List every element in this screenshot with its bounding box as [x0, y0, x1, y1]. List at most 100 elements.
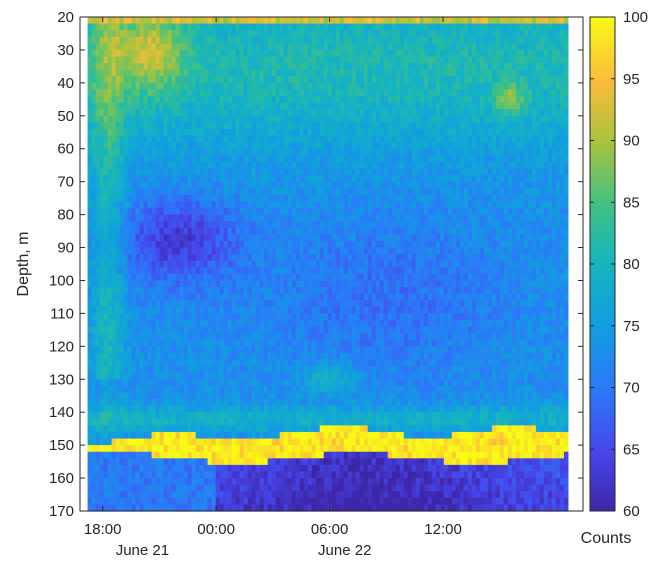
heatmap-cell [159, 89, 165, 97]
heatmap-cell [99, 451, 105, 459]
heatmap-cell [179, 445, 185, 453]
heatmap-cell [295, 346, 301, 354]
heatmap-cell [291, 36, 297, 44]
heatmap-cell [139, 102, 145, 110]
heatmap-cell [335, 23, 341, 31]
heatmap-cell [315, 412, 321, 420]
heatmap-cell [239, 76, 245, 84]
heatmap-cell [123, 287, 129, 295]
heatmap-cell [295, 17, 301, 25]
heatmap-cell [247, 491, 253, 499]
heatmap-cell [219, 346, 225, 354]
heatmap-cell [283, 326, 289, 334]
heatmap-cell [315, 63, 321, 71]
heatmap-cell [115, 392, 121, 400]
heatmap-cell [303, 392, 309, 400]
heatmap-cell [235, 49, 241, 58]
heatmap-cell [243, 76, 249, 84]
heatmap-cell [151, 379, 157, 387]
heatmap-cell [251, 89, 257, 97]
heatmap-cell [107, 306, 113, 314]
heatmap-cell [175, 76, 181, 84]
heatmap-cell [191, 260, 197, 268]
heatmap-cell [203, 504, 209, 512]
heatmap-cell [195, 431, 201, 440]
heatmap-cell [191, 418, 197, 426]
heatmap-cell [227, 445, 233, 453]
heatmap-cell [203, 69, 209, 77]
heatmap-cell [267, 352, 273, 361]
heatmap-cell [179, 188, 185, 196]
heatmap-cell [279, 109, 285, 117]
heatmap-cell [259, 306, 265, 314]
heatmap-cell [151, 30, 157, 38]
heatmap-cell [87, 339, 93, 347]
heatmap-cell [335, 43, 341, 51]
heatmap-cell [263, 208, 269, 216]
heatmap-cell [147, 208, 153, 216]
heatmap-cell [283, 188, 289, 196]
heatmap-cell [159, 273, 165, 282]
heatmap-cell [251, 339, 257, 347]
heatmap-cell [259, 142, 265, 150]
heatmap-cell [179, 69, 185, 77]
heatmap-cell [255, 17, 261, 25]
heatmap-cell [167, 227, 173, 235]
heatmap-cell [155, 122, 161, 130]
heatmap-cell [307, 168, 313, 176]
heatmap-cell [211, 49, 217, 58]
heatmap-cell [311, 115, 317, 123]
heatmap-cell [343, 96, 349, 104]
heatmap-cell [227, 451, 233, 459]
heatmap-cell [103, 181, 109, 189]
heatmap-cell [231, 491, 237, 499]
heatmap-cell [247, 175, 253, 183]
heatmap-cell [339, 438, 345, 446]
heatmap-cell [271, 293, 277, 301]
heatmap-cell [231, 208, 237, 216]
heatmap-cell [115, 155, 121, 163]
heatmap-cell [279, 392, 285, 400]
heatmap-cell [203, 346, 209, 354]
heatmap-cell [115, 372, 121, 380]
heatmap-cell [179, 392, 185, 400]
heatmap-cell [119, 405, 125, 413]
heatmap-cell [91, 254, 97, 262]
heatmap-cell [291, 56, 297, 64]
heatmap-cell [91, 287, 97, 295]
heatmap-cell [163, 96, 169, 104]
heatmap-cell [343, 128, 349, 137]
heatmap-cell [139, 234, 145, 242]
heatmap-cell [235, 445, 241, 453]
heatmap-cell [255, 161, 261, 170]
heatmap-cell [211, 497, 217, 506]
heatmap-cell [187, 392, 193, 400]
heatmap-cell [319, 280, 325, 288]
heatmap-cell [263, 201, 269, 209]
heatmap-cell [343, 234, 349, 242]
heatmap-cell [91, 148, 97, 156]
heatmap-cell [199, 161, 205, 170]
heatmap-cell [119, 300, 125, 308]
heatmap-cell [99, 214, 105, 222]
heatmap-cell [247, 293, 253, 301]
heatmap-cell [91, 352, 97, 361]
heatmap-cell [239, 89, 245, 97]
heatmap-cell [211, 247, 217, 255]
heatmap-cell [351, 319, 357, 328]
heatmap-cell [91, 464, 97, 473]
heatmap-cell [115, 82, 121, 91]
heatmap-cell [103, 109, 109, 117]
heatmap-cell [251, 445, 257, 453]
heatmap-cell [187, 491, 193, 499]
heatmap-cell [287, 227, 293, 235]
heatmap-cell [131, 412, 137, 420]
heatmap-cell [115, 491, 121, 499]
heatmap-cell [235, 293, 241, 301]
heatmap-cell [139, 69, 145, 77]
heatmap-cell [335, 379, 341, 387]
heatmap-cell [131, 306, 137, 314]
heatmap-cell [263, 319, 269, 328]
heatmap-cell [283, 194, 289, 203]
heatmap-cell [119, 313, 125, 321]
